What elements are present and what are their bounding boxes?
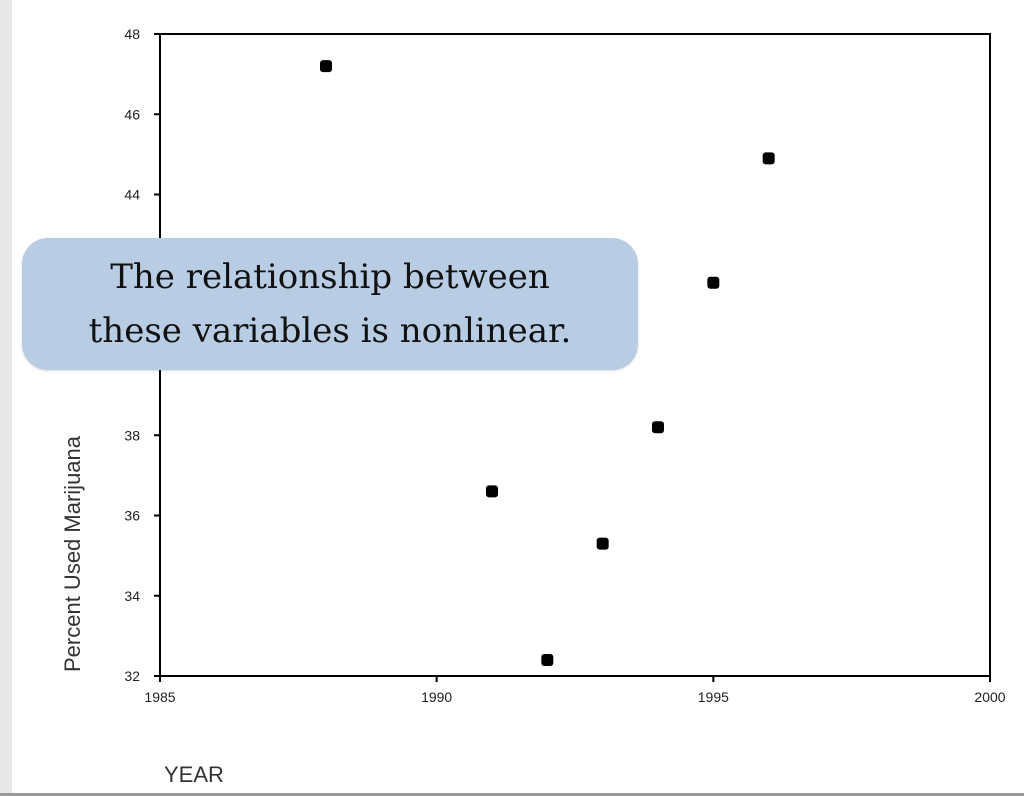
data-point [596,537,609,550]
x-tick-label: 1995 [698,689,729,705]
x-tick-label: 1985 [144,689,175,705]
data-point [541,653,554,666]
y-tick-label: 38 [124,427,140,443]
left-edge-strip [0,0,12,796]
x-axis-title: YEAR [164,762,224,787]
data-points [320,60,775,666]
y-tick-label: 32 [124,668,140,684]
y-tick-label: 36 [124,508,140,524]
data-point [707,276,720,289]
y-axis-title: Percent Used Marijuana [60,435,85,672]
bottom-rule [0,793,1024,796]
callout-text: The relationship between these variables… [88,257,572,351]
x-tick-label: 2000 [974,689,1005,705]
data-point [320,60,332,73]
data-point [762,152,775,165]
callout-box: The relationship between these variables… [22,238,638,370]
data-point [652,421,664,434]
x-axis-ticks: 1985 1990 1995 2000 [144,676,1006,705]
x-tick-label: 1990 [421,689,452,705]
y-tick-label: 44 [124,187,140,203]
y-tick-label: 48 [124,26,140,42]
y-tick-label: 34 [124,588,140,604]
y-tick-label: 46 [124,106,140,122]
data-point [486,485,498,498]
